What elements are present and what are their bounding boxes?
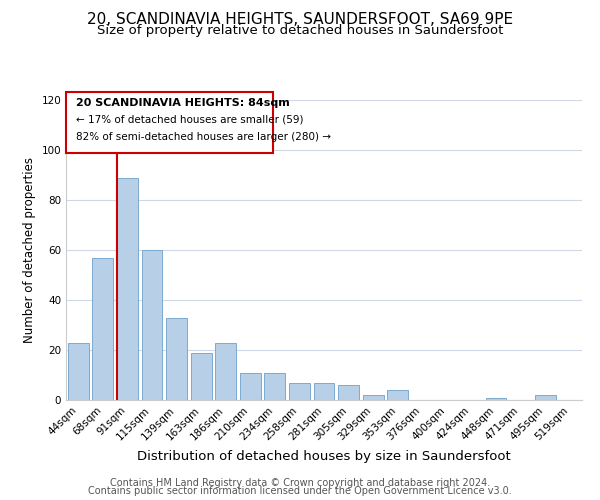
Text: 20, SCANDINAVIA HEIGHTS, SAUNDERSFOOT, SA69 9PE: 20, SCANDINAVIA HEIGHTS, SAUNDERSFOOT, S… [87, 12, 513, 28]
Bar [362, 395, 383, 400]
Bar [166, 318, 187, 400]
Bar [535, 395, 556, 400]
Bar [92, 258, 113, 400]
Bar [68, 342, 89, 400]
Bar [215, 342, 236, 400]
Text: Size of property relative to detached houses in Saundersfoot: Size of property relative to detached ho… [97, 24, 503, 37]
Bar [265, 372, 286, 400]
Text: ← 17% of detached houses are smaller (59): ← 17% of detached houses are smaller (59… [76, 114, 304, 124]
Bar [289, 382, 310, 400]
Bar [387, 390, 408, 400]
X-axis label: Distribution of detached houses by size in Saundersfoot: Distribution of detached houses by size … [137, 450, 511, 463]
Bar [117, 178, 138, 400]
Bar [240, 372, 261, 400]
Bar [142, 250, 163, 400]
Bar [338, 385, 359, 400]
Bar [314, 382, 334, 400]
Bar [485, 398, 506, 400]
Bar [191, 352, 212, 400]
Text: Contains HM Land Registry data © Crown copyright and database right 2024.: Contains HM Land Registry data © Crown c… [110, 478, 490, 488]
Text: Contains public sector information licensed under the Open Government Licence v3: Contains public sector information licen… [88, 486, 512, 496]
Y-axis label: Number of detached properties: Number of detached properties [23, 157, 36, 343]
Text: 20 SCANDINAVIA HEIGHTS: 84sqm: 20 SCANDINAVIA HEIGHTS: 84sqm [76, 98, 290, 108]
Text: 82% of semi-detached houses are larger (280) →: 82% of semi-detached houses are larger (… [76, 132, 331, 142]
